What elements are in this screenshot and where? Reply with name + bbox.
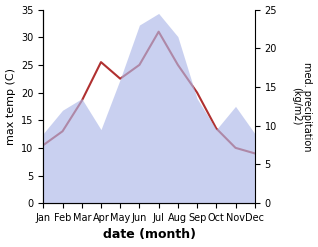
X-axis label: date (month): date (month) — [102, 228, 196, 242]
Y-axis label: max temp (C): max temp (C) — [5, 68, 16, 145]
Y-axis label: med. precipitation
(kg/m2): med. precipitation (kg/m2) — [291, 62, 313, 151]
